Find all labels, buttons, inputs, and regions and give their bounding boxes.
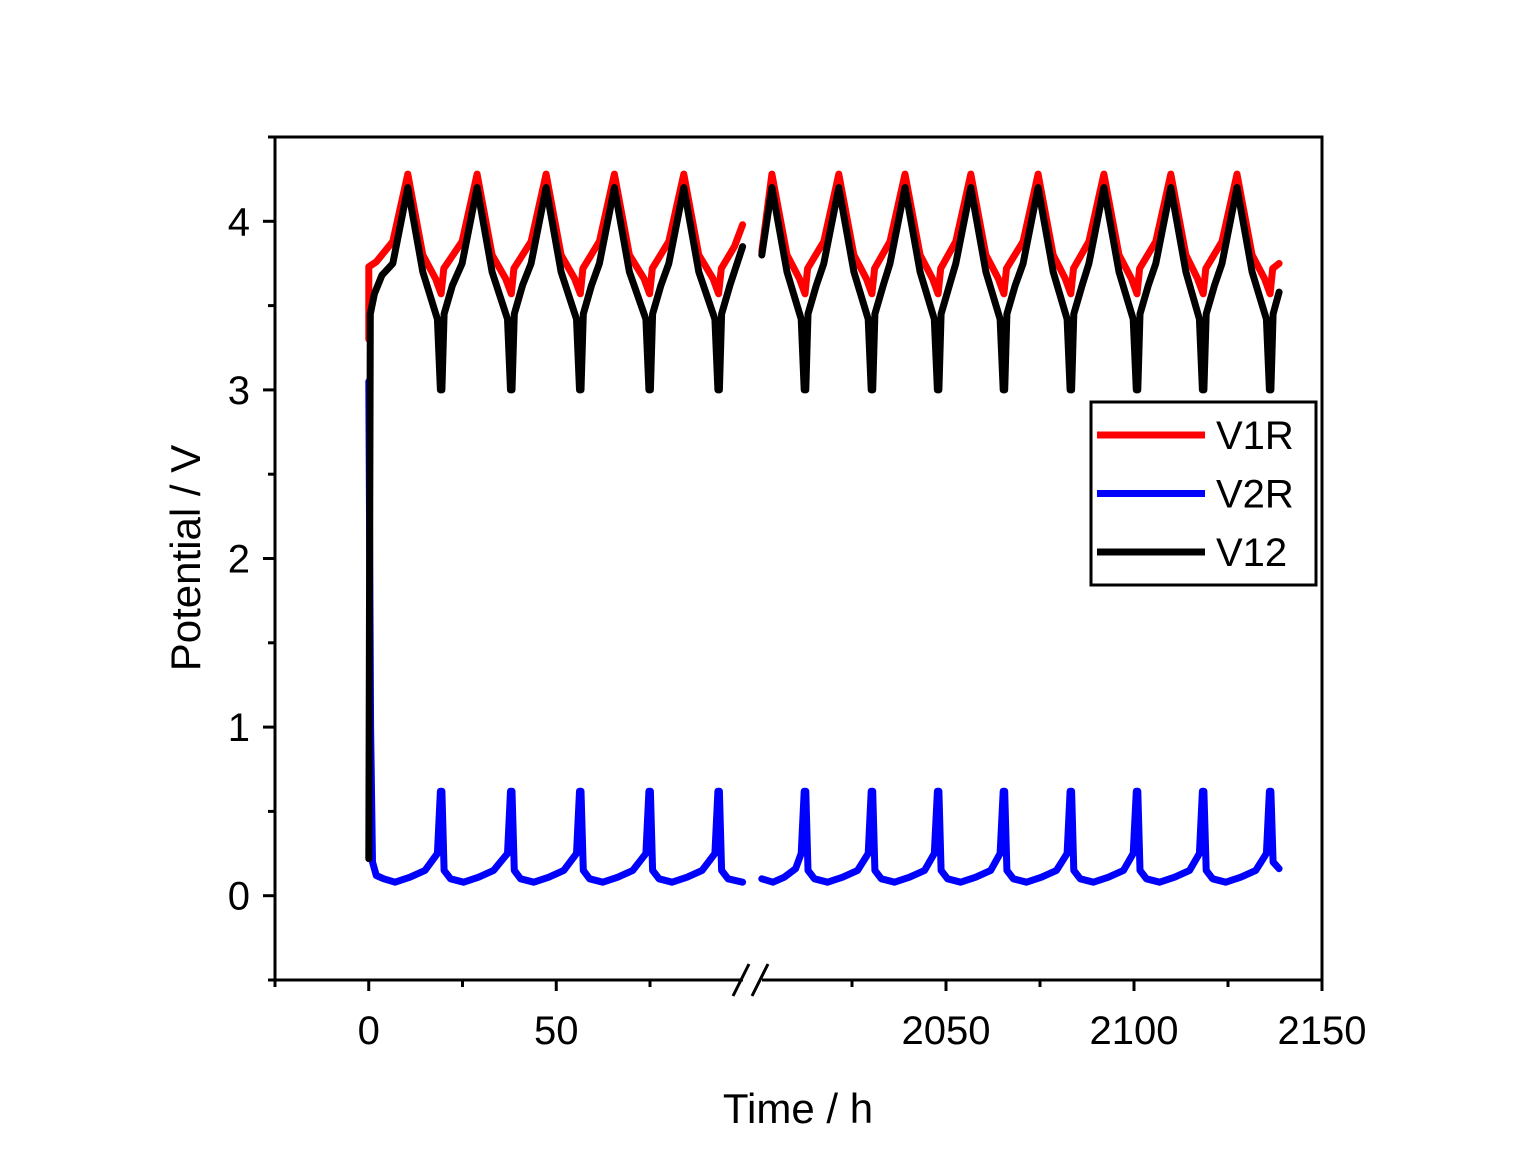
legend: V1R V2R V12 — [1089, 400, 1318, 587]
legend-label: V1R — [1216, 414, 1294, 458]
series-line-v12 — [758, 184, 1283, 394]
series-layer — [365, 170, 1283, 886]
x-tick-label: 2100 — [1090, 1009, 1179, 1053]
y-tick-label: 3 — [228, 369, 250, 413]
x-tick-label: 2050 — [902, 1009, 991, 1053]
y-tick-label: 0 — [228, 875, 250, 919]
legend-label: V12 — [1216, 531, 1287, 575]
axis-break-gap — [743, 975, 762, 985]
series-line-v2r — [365, 378, 747, 886]
y-axis-title: Potential / V — [162, 445, 209, 671]
x-tick-label: 2150 — [1278, 1009, 1367, 1053]
x-tick-label: 50 — [534, 1009, 579, 1053]
axis-break-mark — [731, 963, 751, 997]
y-tick-label: 1 — [228, 706, 250, 750]
x-axis-title: Time / h — [723, 1085, 873, 1132]
y-tick-label: 4 — [228, 200, 250, 244]
y-tick-label: 2 — [228, 538, 250, 582]
series-line-v12 — [365, 184, 747, 863]
axes-layer: 0 1 2 3 4 0 50 2050 2100 2150 — [228, 135, 1367, 1053]
legend-label: V2R — [1216, 473, 1294, 517]
series-line-v2r — [758, 787, 1283, 886]
axis-break-mark — [750, 963, 770, 997]
x-tick-label: 0 — [358, 1009, 380, 1053]
